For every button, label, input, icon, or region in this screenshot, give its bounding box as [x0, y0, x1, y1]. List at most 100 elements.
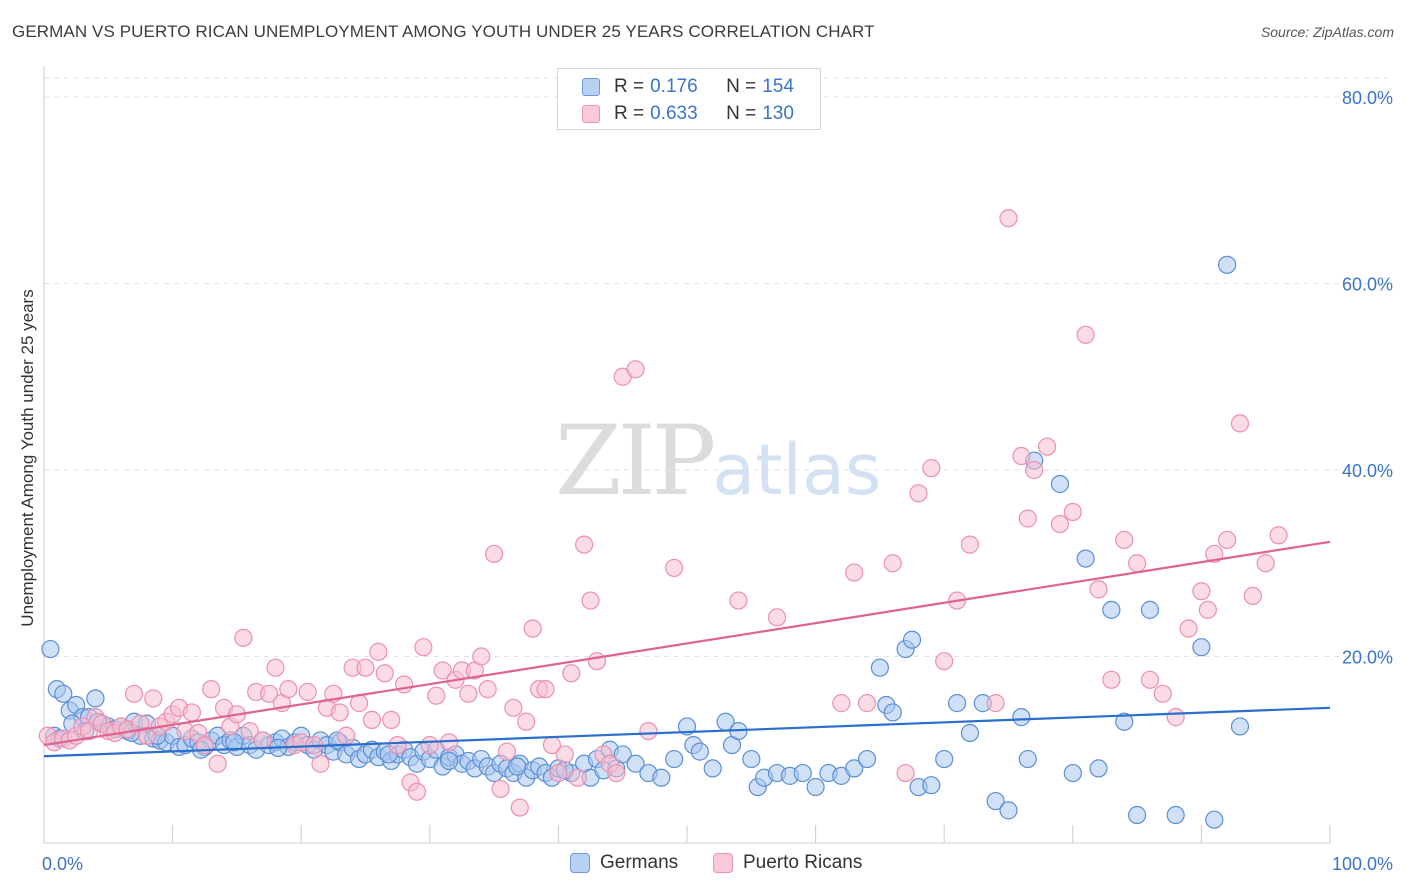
puerto-rican-point — [857, 694, 877, 713]
puerto-rican-point — [362, 710, 382, 730]
chart-title: GERMAN VS PUERTO RICAN UNEMPLOYMENT AMON… — [12, 22, 875, 41]
german-point — [742, 749, 761, 769]
puerto-rican-point — [1179, 619, 1198, 638]
puerto-rican-point — [1153, 684, 1172, 703]
legend-r-label: R = — [614, 103, 645, 124]
german-point — [86, 689, 105, 708]
puerto-rican-point — [986, 694, 1005, 713]
puerto-rican-point — [626, 360, 645, 379]
y-tick-label: 60.0% — [1342, 275, 1393, 295]
puerto-rican-point — [375, 664, 394, 683]
x-tick-label-min: 0.0% — [42, 854, 83, 874]
puerto-rican-point — [459, 684, 478, 703]
puerto-rican-point — [1025, 460, 1044, 480]
german-point — [1218, 255, 1237, 274]
german-point — [54, 684, 73, 703]
watermark: ZIPatlas — [555, 405, 881, 517]
german-point — [870, 658, 890, 677]
german-point — [793, 763, 812, 783]
puerto-rican-point — [568, 768, 587, 787]
y-tick-label: 20.0% — [1342, 648, 1393, 668]
puerto-rican-point — [240, 721, 259, 741]
german-point — [935, 749, 954, 769]
german-point — [806, 777, 825, 797]
legend-swatch-puerto-ricans — [582, 105, 600, 123]
german-point — [902, 630, 922, 649]
y-axis-label: Unemployment Among Youth under 25 years — [18, 289, 37, 627]
german-point — [1230, 717, 1250, 736]
puerto-rican-point — [472, 647, 491, 666]
puerto-rican-point — [581, 591, 600, 610]
x-tick-label-max: 100.0% — [1332, 854, 1393, 874]
puerto-rican-point — [510, 798, 529, 817]
puerto-rican-point — [202, 680, 221, 699]
puerto-rican-point — [388, 735, 407, 755]
puerto-rican-point — [549, 763, 568, 783]
puerto-rican-point — [407, 782, 427, 801]
german-point — [439, 751, 459, 771]
german-point — [626, 754, 645, 773]
german-point — [665, 749, 684, 769]
puerto-rican-point — [639, 721, 658, 741]
puerto-rican-point — [1102, 670, 1121, 689]
german-point — [613, 745, 632, 764]
german-point — [1166, 805, 1185, 825]
puerto-rican-point — [1218, 530, 1237, 550]
series-swatch-germans — [570, 853, 590, 873]
german-point — [922, 776, 941, 795]
legend-n-value: 130 — [762, 103, 794, 124]
puerto-rican-point — [1089, 580, 1108, 599]
puerto-rican-point — [1050, 514, 1070, 534]
puerto-rican-point — [607, 763, 626, 783]
puerto-rican-point — [182, 703, 201, 722]
puerto-rican-point — [587, 652, 607, 671]
legend-r-label: R = — [614, 76, 645, 97]
puerto-rican-point — [1230, 414, 1250, 433]
watermark-zip: ZIP — [555, 405, 716, 517]
puerto-rican-point — [896, 763, 915, 783]
german-point — [1063, 763, 1082, 783]
puerto-rican-point — [234, 628, 253, 647]
puerto-rican-point — [935, 652, 954, 671]
puerto-rican-point — [1018, 509, 1037, 528]
puerto-rican-point — [517, 712, 536, 731]
german-point — [1140, 600, 1160, 619]
legend-r-value: 0.176 — [650, 76, 698, 97]
german-point — [41, 639, 60, 659]
puerto-rican-point — [575, 535, 594, 554]
puerto-rican-point — [523, 619, 542, 638]
puerto-rican-point — [1076, 325, 1095, 344]
puerto-rican-point — [1115, 530, 1134, 550]
puerto-rican-point — [1166, 708, 1185, 727]
german-points — [41, 255, 1250, 829]
puerto-rican-point — [1269, 526, 1288, 545]
puerto-rican-point — [665, 558, 684, 578]
german-point — [690, 742, 709, 761]
series-legend: Germans Puerto Ricans — [0, 852, 1406, 878]
puerto-rican-point — [369, 642, 388, 661]
puerto-rican-point — [356, 658, 375, 677]
puerto-rican-point — [1037, 437, 1057, 456]
puerto-rican-point — [1063, 502, 1082, 522]
german-point — [857, 749, 877, 769]
legend-row-germans: R = 0.176 N = 154 — [582, 75, 794, 99]
puerto-rican-point — [491, 779, 510, 799]
puerto-rican-point — [124, 684, 144, 703]
series-legend-puerto-ricans: Puerto Ricans — [713, 852, 862, 874]
german-point — [703, 759, 722, 778]
german-point — [1050, 474, 1070, 494]
puerto-rican-point — [485, 544, 504, 564]
german-point — [1192, 638, 1211, 657]
legend-n-label: N = — [726, 103, 757, 124]
puerto-rican-point — [960, 535, 980, 554]
legend-swatch-germans — [582, 78, 600, 96]
y-tick-label: 80.0% — [1342, 88, 1393, 108]
puerto-rican-point — [999, 209, 1018, 228]
german-point — [947, 694, 967, 713]
puerto-rican-point — [337, 726, 356, 745]
series-swatch-puerto-ricans — [713, 853, 733, 873]
y-tick-label: 40.0% — [1342, 461, 1393, 481]
puerto-rican-point — [497, 742, 517, 761]
german-point — [845, 759, 864, 778]
